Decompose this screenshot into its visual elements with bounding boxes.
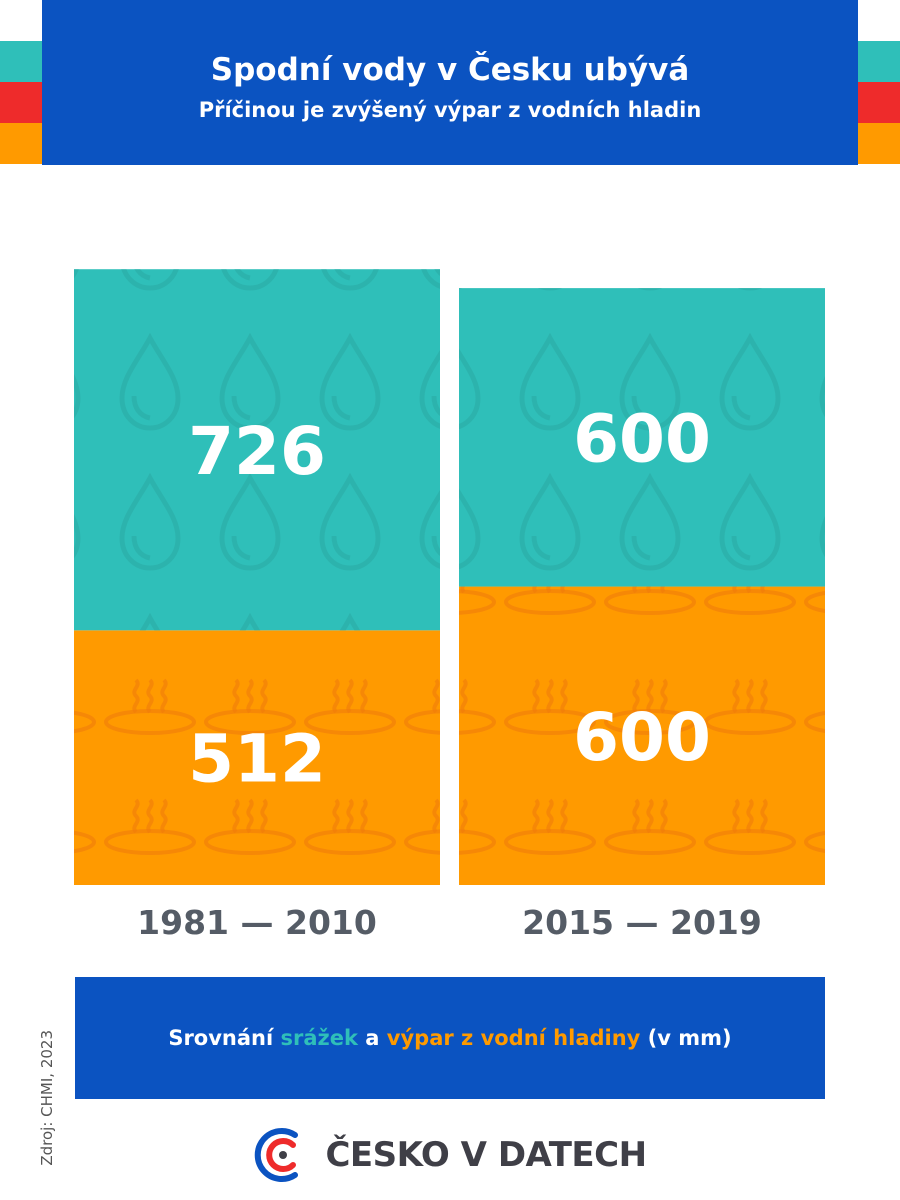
brand-footer: ČESKO V DATECH	[0, 1125, 900, 1185]
water-drop-icon-pattern-2	[459, 288, 825, 587]
page-title: Spodní vody v Česku ubývá	[210, 52, 690, 88]
legend-box: Srovnání srážek a výpar z vodní hladiny …	[75, 977, 825, 1099]
header-banner: Spodní vody v Česku ubývá Příčinou je zv…	[42, 0, 858, 165]
data-label-precipitation-2: 600	[573, 400, 711, 477]
stacked-bar-chart: 512 726 1981 — 2010 600 600 2015 — 2019	[74, 269, 825, 942]
category-label-2: 2015 — 2019	[522, 903, 762, 942]
brand-name: ČESKO V DATECH	[325, 1135, 647, 1175]
legend-conjunction: a	[357, 1026, 387, 1050]
water-drop-icon-pattern-1	[74, 269, 440, 631]
evaporation-icon-pattern-1	[74, 630, 440, 885]
data-label-evaporation-2: 600	[573, 699, 711, 776]
legend-suffix: (v mm)	[640, 1026, 732, 1050]
data-label-evaporation-1: 512	[188, 721, 326, 798]
evaporation-icon-pattern-2	[459, 586, 825, 885]
category-label-1: 1981 — 2010	[137, 903, 377, 942]
page-subtitle: Příčinou je zvýšený výpar z vodních hlad…	[198, 98, 702, 122]
data-label-precipitation-1: 726	[188, 413, 326, 490]
cesko-v-datech-logo-icon	[255, 1128, 299, 1182]
legend-series-1: srážek	[280, 1026, 358, 1050]
legend-series-2: výpar z vodní hladiny	[386, 1026, 641, 1050]
legend-prefix: Srovnání	[168, 1026, 281, 1050]
